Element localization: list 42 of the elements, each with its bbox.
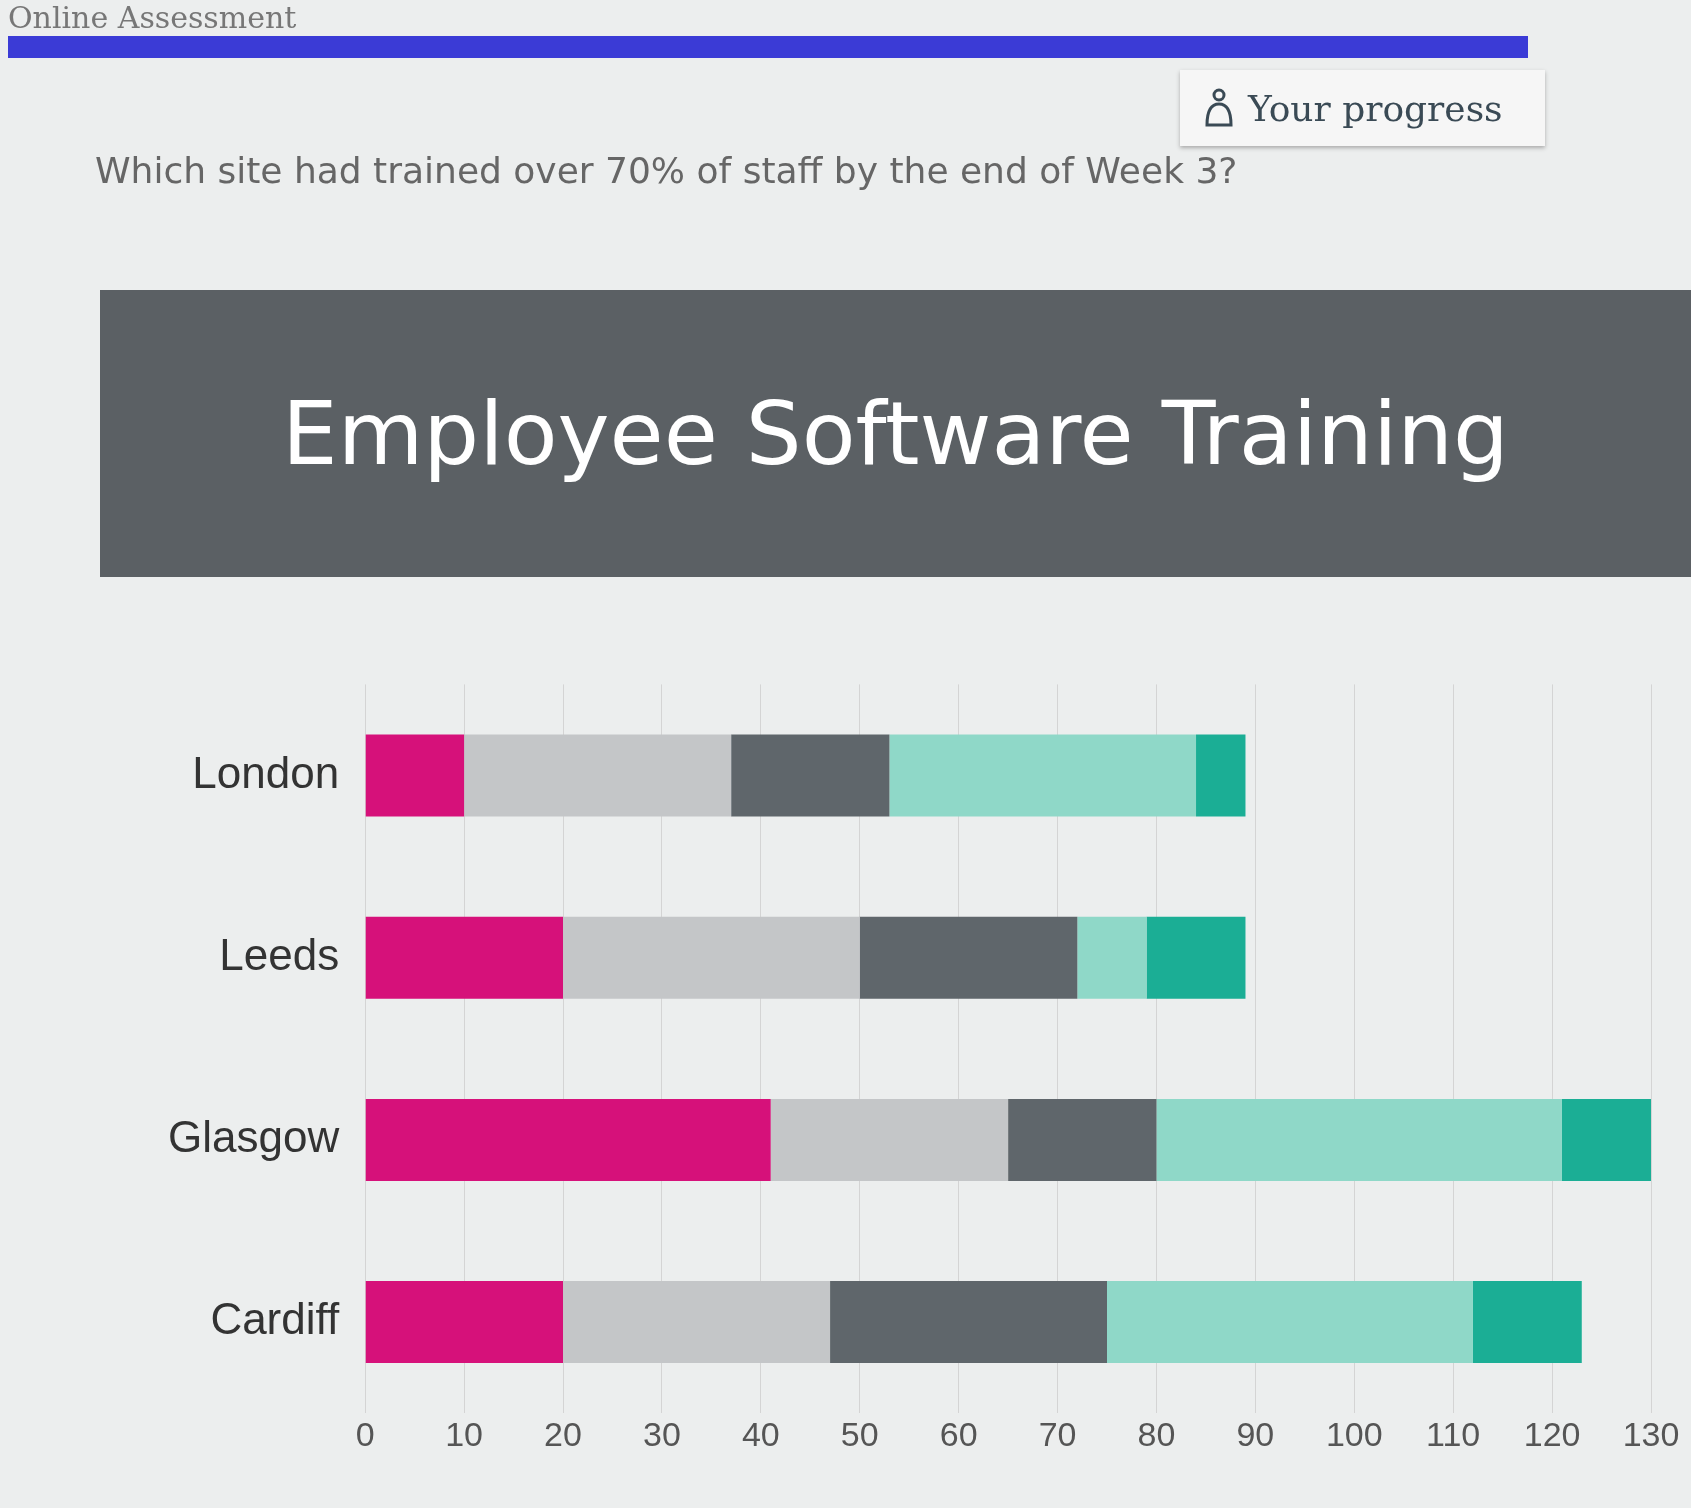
bar [365,916,564,999]
x-tick-label: 90 [1236,1414,1275,1453]
y-tick-label: Leeds [219,929,340,979]
x-tick-label: 50 [840,1414,879,1453]
bar [563,916,860,999]
x-tick-label: 80 [1137,1414,1176,1453]
bar [770,1098,1009,1181]
x-tick-label: 130 [1622,1414,1680,1453]
bar [365,1281,564,1364]
bar [1156,1098,1562,1181]
text: Which site had trained over 70% of staff by the end of Week 3? [95,150,1238,191]
x-tick-label: 10 [445,1414,484,1453]
bar [1561,1098,1651,1181]
bar [365,1098,771,1181]
bar [1077,916,1147,999]
x-tick-label: 30 [643,1414,681,1453]
y-tick-label: Glasgow [168,1112,340,1162]
y-tick-label: London [192,747,340,797]
bar [1146,916,1246,999]
text: Online Assessment [8,0,297,35]
x-tick-label: 60 [939,1414,978,1453]
bar [859,916,1078,999]
text: Your progress [1248,87,1503,129]
x-tick-label: 20 [544,1414,582,1453]
chart-title: Employee Software Training [100,290,1691,577]
bar [1107,1281,1473,1364]
bar [1008,1098,1157,1181]
x-tick-label: 70 [1038,1414,1077,1453]
bar [889,734,1197,817]
y-tick-label: Cardiff [210,1294,340,1344]
x-tick-label: 110 [1426,1414,1481,1453]
x-tick-label: 0 [355,1414,375,1453]
x-tick-label: 120 [1523,1414,1581,1453]
bar [563,1281,831,1364]
x-tick-label: 100 [1325,1414,1383,1453]
bar [1472,1281,1582,1364]
bar [731,734,890,817]
x-tick-label: 40 [741,1414,780,1453]
bar [464,734,732,817]
bar [365,734,465,817]
bar [1196,734,1246,817]
bar [830,1281,1107,1364]
